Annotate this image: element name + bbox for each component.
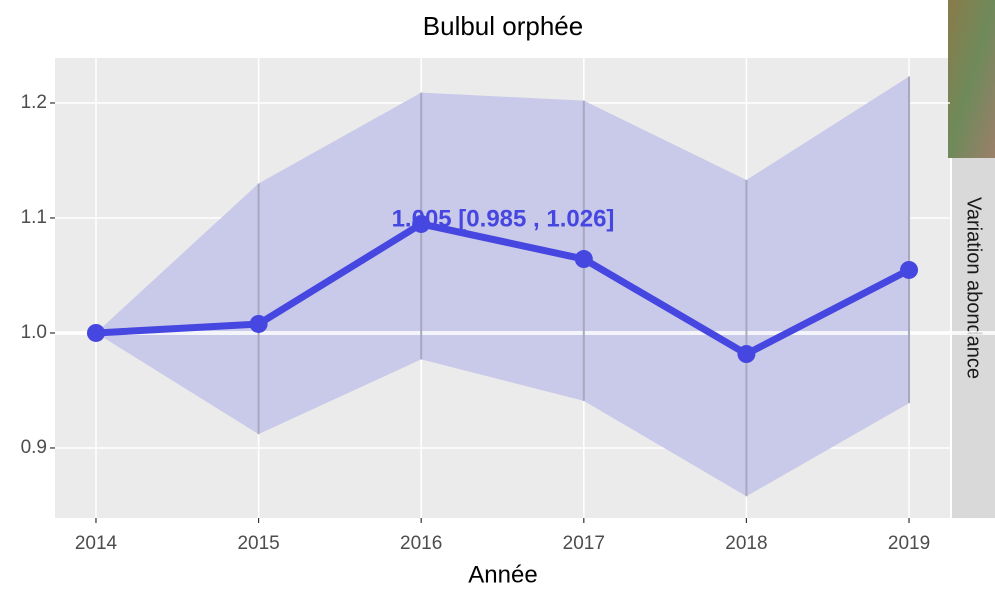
strip-label: Variation abondance (963, 197, 985, 379)
x-tick-label: 2017 (563, 533, 605, 554)
x-tick-label: 2019 (888, 533, 930, 554)
chart: Bulbul orphée Année Variation abondance … (0, 0, 995, 591)
y-tick-label: 0.9 (21, 437, 47, 458)
x-tick-label: 2018 (725, 533, 767, 554)
y-tick-label: 1.0 (21, 322, 47, 343)
chart-title: Bulbul orphée (423, 11, 583, 41)
point (737, 345, 755, 363)
point (250, 315, 268, 333)
y-tick-label: 1.2 (21, 92, 47, 113)
point (900, 261, 918, 279)
photo (948, 0, 995, 158)
x-tick-label: 2016 (400, 533, 442, 554)
point (87, 324, 105, 342)
y-tick-label: 1.1 (21, 207, 47, 228)
point (575, 250, 593, 268)
x-tick-label: 2014 (75, 533, 118, 554)
annotation: 1.005 [0.985 , 1.026] (392, 205, 615, 232)
x-axis-title: Année (468, 561, 537, 588)
x-tick-label: 2015 (237, 533, 279, 554)
